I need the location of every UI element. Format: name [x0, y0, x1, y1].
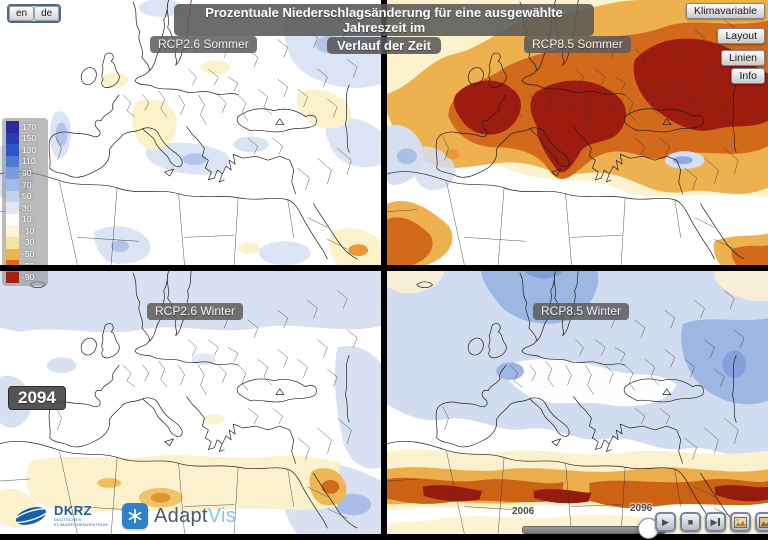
- legend-value-label: 150: [22, 133, 37, 144]
- legend-color-swatch: [6, 202, 19, 214]
- legend-value-label: 110: [22, 156, 36, 167]
- legend-color-swatch: [6, 213, 19, 226]
- film-icon: [759, 516, 768, 528]
- language-button-de[interactable]: de: [34, 6, 60, 21]
- legend-color-swatch: [6, 178, 19, 191]
- step-forward-button[interactable]: ▶: [705, 512, 726, 532]
- stop-button[interactable]: ■: [680, 512, 701, 532]
- adaptvis-snowflake-icon: [122, 503, 148, 529]
- legend-entry: 50: [6, 190, 46, 203]
- current-year-badge: 2094: [8, 386, 66, 410]
- legend-value-label: -10: [22, 225, 35, 236]
- page-title: Prozentuale Niederschlagsänderung für ei…: [174, 4, 594, 55]
- legend-color-swatch: [6, 132, 19, 145]
- adaptvis-wordmark-dark: Adapt: [154, 504, 208, 527]
- legend-color-swatch: [6, 167, 19, 179]
- timeline-end-label: 2096: [630, 503, 653, 514]
- layout-button[interactable]: Layout: [717, 28, 765, 44]
- legend-value-label: 70: [22, 179, 32, 190]
- language-switcher: en de: [7, 4, 62, 23]
- legend-value-label: 130: [22, 144, 37, 155]
- step-forward-icon: ▶: [710, 516, 718, 527]
- legend-color-swatch: [6, 121, 19, 133]
- bottom-frame-bar: [0, 534, 768, 540]
- adaptvis-logo: AdaptVis: [122, 503, 236, 529]
- dkrz-logo: DKRZ DEUTSCHES KLIMARECHENZENTRUM: [12, 504, 108, 528]
- page-title-line2: Verlauf der Zeit: [327, 37, 441, 54]
- legend-entry: 110: [6, 155, 46, 168]
- legend-value-label: 90: [22, 167, 32, 178]
- legend-entry: 90: [6, 167, 46, 179]
- adaptvis-wordmark: AdaptVis: [154, 505, 236, 528]
- klimavariable-button[interactable]: Klimavariable: [685, 3, 765, 19]
- step-forward-bar-icon: [718, 518, 721, 526]
- legend-entry: -10: [6, 225, 46, 237]
- legend-color-swatch: [6, 144, 19, 156]
- info-button[interactable]: Info: [731, 68, 765, 84]
- legend-entry: 70: [6, 178, 46, 191]
- legend-value-label: -90: [22, 272, 35, 283]
- page-title-line1: Prozentuale Niederschlagsänderung für ei…: [174, 4, 594, 36]
- legend-value-label: 30: [22, 202, 32, 213]
- timeline-start-label: 2006: [512, 506, 535, 517]
- panel-label-rcp26-winter: RCP2.6 Winter: [147, 303, 244, 320]
- linien-button[interactable]: Linien: [720, 50, 765, 66]
- legend-color-swatch: [6, 248, 19, 261]
- legend-entry: -30: [6, 236, 46, 249]
- legend-value-label: 10: [22, 214, 32, 225]
- panel-label-rcp85-winter: RCP8.5 Winter: [533, 303, 630, 320]
- legend-value-label: -50: [22, 249, 35, 260]
- legend-entry: 150: [6, 132, 46, 145]
- legend-entry: 10: [6, 213, 46, 226]
- dkrz-subline1: DEUTSCHES: [54, 517, 82, 522]
- legend-entry: 130: [6, 144, 46, 156]
- save-animation-button[interactable]: [755, 512, 768, 532]
- legend-color-swatch: [6, 236, 19, 249]
- legend-entry: 170: [6, 121, 46, 133]
- panel-label-rcp26-sommer: RCP2.6 Sommer: [150, 36, 257, 53]
- legend-color-swatch: [6, 190, 19, 203]
- legend-entry: -50: [6, 248, 46, 261]
- legend-entry: 30: [6, 202, 46, 214]
- legend-color-swatch: [6, 225, 19, 237]
- save-image-button[interactable]: [730, 512, 751, 532]
- panel-divider-horizontal: [0, 265, 768, 271]
- dkrz-wordmark: DKRZ: [54, 503, 93, 518]
- panel-label-rcp85-sommer: RCP8.5 Sommer: [524, 36, 631, 53]
- play-icon: ▶: [662, 516, 669, 527]
- legend-value-label: 170: [22, 121, 37, 132]
- legend-value-label: -30: [22, 237, 35, 248]
- image-icon: [734, 516, 747, 528]
- legend-entry: -90: [6, 271, 46, 284]
- legend-value-label: 50: [22, 191, 32, 202]
- legend-color-swatch: [6, 155, 19, 168]
- legend-color-swatch: [6, 271, 19, 284]
- language-button-en[interactable]: en: [9, 6, 35, 21]
- stop-icon: ■: [687, 516, 694, 527]
- play-button[interactable]: ▶: [655, 512, 676, 532]
- color-legend: 170 150 130 110 90 70 50 30 10 -10 -30 -…: [2, 118, 48, 287]
- time-slider: 2006 2096: [508, 500, 678, 540]
- adaptvis-wordmark-light: Vis: [207, 504, 237, 527]
- dkrz-subline2: KLIMARECHENZENTRUM: [54, 522, 108, 527]
- map-panel-rcp85-sommer[interactable]: [387, 0, 768, 265]
- animation-controls: ▶ ■ ▶: [655, 512, 768, 532]
- dkrz-globe-icon: [15, 507, 47, 525]
